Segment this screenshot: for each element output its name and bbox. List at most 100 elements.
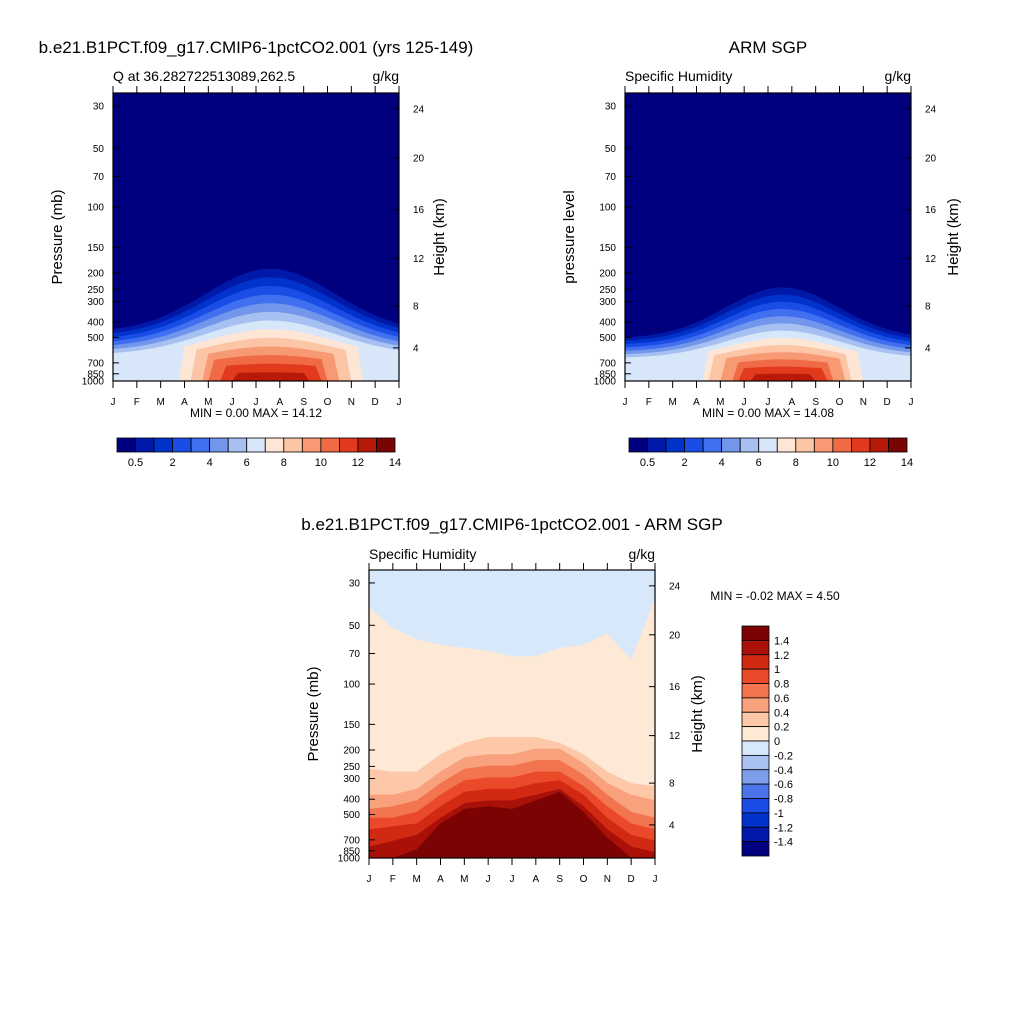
month-tick-label: M — [716, 397, 724, 408]
month-tick-label: A — [788, 397, 795, 408]
month-tick-label: D — [628, 874, 635, 885]
month-tick-label: J — [623, 397, 628, 408]
panel-diff-subtitle-right: g/kg — [629, 546, 655, 562]
colorbar-swatch — [665, 437, 685, 453]
month-tick-label: O — [836, 397, 844, 408]
colorbar-label: -1.4 — [774, 837, 793, 849]
pressure-tick-label: 150 — [343, 720, 360, 731]
panel-model-subtitle-right: g/kg — [373, 68, 399, 84]
colorbar-label: 6 — [756, 457, 762, 469]
height-tick-label: 16 — [413, 205, 425, 216]
month-tick-label: F — [390, 874, 396, 885]
colorbar-label: 12 — [352, 457, 364, 469]
height-tick-label: 4 — [925, 343, 931, 354]
colorbar-label: -0.2 — [774, 750, 793, 762]
month-tick-label: J — [742, 397, 747, 408]
height-tick-label: 16 — [925, 205, 937, 216]
pressure-tick-label: 300 — [87, 297, 104, 308]
panel-diff-title: b.e21.B1PCT.f09_g17.CMIP6-1pctCO2.001 - … — [301, 515, 722, 534]
pressure-tick-label: 150 — [599, 243, 616, 254]
pressure-tick-label: 500 — [343, 810, 360, 821]
height-tick-label: 20 — [669, 630, 681, 641]
pressure-tick-label: 300 — [599, 297, 616, 308]
pressure-tick-label: 200 — [599, 269, 616, 280]
colorbar-swatch — [741, 668, 770, 684]
colorbar-label: 8 — [281, 457, 287, 469]
colorbar-label: 14 — [389, 457, 401, 469]
contour-band — [625, 373, 911, 381]
height-tick-label: 12 — [413, 254, 425, 265]
pressure-tick-label: 500 — [87, 333, 104, 344]
pressure-tick-label: 30 — [605, 101, 617, 112]
pressure-tick-label: 30 — [349, 578, 361, 589]
colorbar-label: 4 — [719, 457, 725, 469]
colorbar-swatch — [357, 437, 377, 453]
colorbar-swatch — [795, 437, 815, 453]
colorbar-swatch — [721, 437, 741, 453]
month-tick-label: A — [693, 397, 700, 408]
colorbar-label: 4 — [207, 457, 213, 469]
colorbar-label: 1.4 — [774, 635, 789, 647]
panel-model-subtitle-left: Q at 36.282722513089,262.5 — [113, 68, 295, 84]
height-tick-label: 16 — [669, 682, 681, 693]
month-tick-label: O — [580, 874, 588, 885]
pressure-tick-label: 30 — [93, 101, 105, 112]
colorbar-swatch — [338, 437, 359, 453]
panel-diff-colorbar: 1.4 1.2 1 0.8 0.6 0.4 0.2 0 -0.2 -0.4 -0.6 -0.8 -1 -1… — [741, 625, 793, 857]
colorbar-swatch — [741, 754, 770, 771]
colorbar-swatch — [741, 783, 770, 799]
pressure-tick-label: 100 — [343, 680, 360, 691]
colorbar-label: -1.2 — [774, 822, 793, 834]
colorbar-label: 0.8 — [774, 679, 789, 691]
colorbar-swatch — [172, 437, 192, 453]
contour-band — [113, 372, 399, 381]
colorbar-swatch — [684, 437, 704, 453]
pressure-tick-label: 1000 — [338, 854, 361, 865]
month-tick-label: A — [532, 874, 539, 885]
month-tick-label: O — [324, 397, 332, 408]
height-tick-label: 24 — [925, 104, 937, 115]
colorbar-label: 2 — [170, 457, 176, 469]
panel-diff-subtitle-left: Specific Humidity — [369, 546, 476, 562]
month-tick-label: J — [510, 874, 515, 885]
colorbar-swatch — [741, 812, 770, 828]
panel-obs-title: ARM SGP — [729, 38, 807, 57]
pressure-tick-label: 250 — [87, 285, 104, 296]
colorbar-swatch — [741, 826, 770, 843]
month-tick-label: J — [486, 874, 491, 885]
height-tick-label: 8 — [669, 779, 675, 790]
colorbar-label: -1 — [774, 808, 784, 820]
pressure-tick-label: 850 — [599, 369, 616, 380]
colorbar-swatch — [869, 437, 889, 453]
pressure-tick-label: 200 — [343, 746, 360, 757]
pressure-tick-label: 850 — [87, 369, 104, 380]
height-tick-label: 8 — [925, 302, 931, 313]
pressure-tick-label: 1000 — [594, 377, 617, 388]
colorbar-label: -0.4 — [774, 765, 793, 777]
colorbar-label: 0.5 — [128, 457, 143, 469]
colorbar-swatch — [741, 625, 770, 641]
month-tick-label: D — [884, 397, 891, 408]
month-tick-label: D — [372, 397, 379, 408]
colorbar-swatch — [702, 437, 723, 453]
month-tick-label: S — [300, 397, 307, 408]
plot-frame — [112, 92, 400, 382]
pressure-tick-label: 1000 — [82, 377, 105, 388]
colorbar-swatch — [741, 654, 770, 670]
month-tick-label: M — [156, 397, 164, 408]
panel-model-title: b.e21.B1PCT.f09_g17.CMIP6-1pctCO2.001 (y… — [39, 38, 474, 57]
panel-obs-ylabel: pressure level — [561, 190, 578, 283]
colorbar-label: 2 — [682, 457, 688, 469]
month-tick-label: M — [412, 874, 420, 885]
panel-diff-ylabel: Pressure (mb) — [305, 666, 322, 761]
height-tick-label: 4 — [669, 820, 675, 831]
pressure-tick-label: 700 — [599, 358, 616, 369]
panel-obs: ARM SGP Specific Humidity g/kg 305070100… — [561, 38, 962, 469]
pressure-tick-label: 400 — [599, 318, 616, 329]
colorbar-swatch — [741, 740, 770, 756]
colorbar-swatch — [741, 683, 770, 699]
colorbar-label: 12 — [864, 457, 876, 469]
month-tick-label: N — [604, 874, 611, 885]
